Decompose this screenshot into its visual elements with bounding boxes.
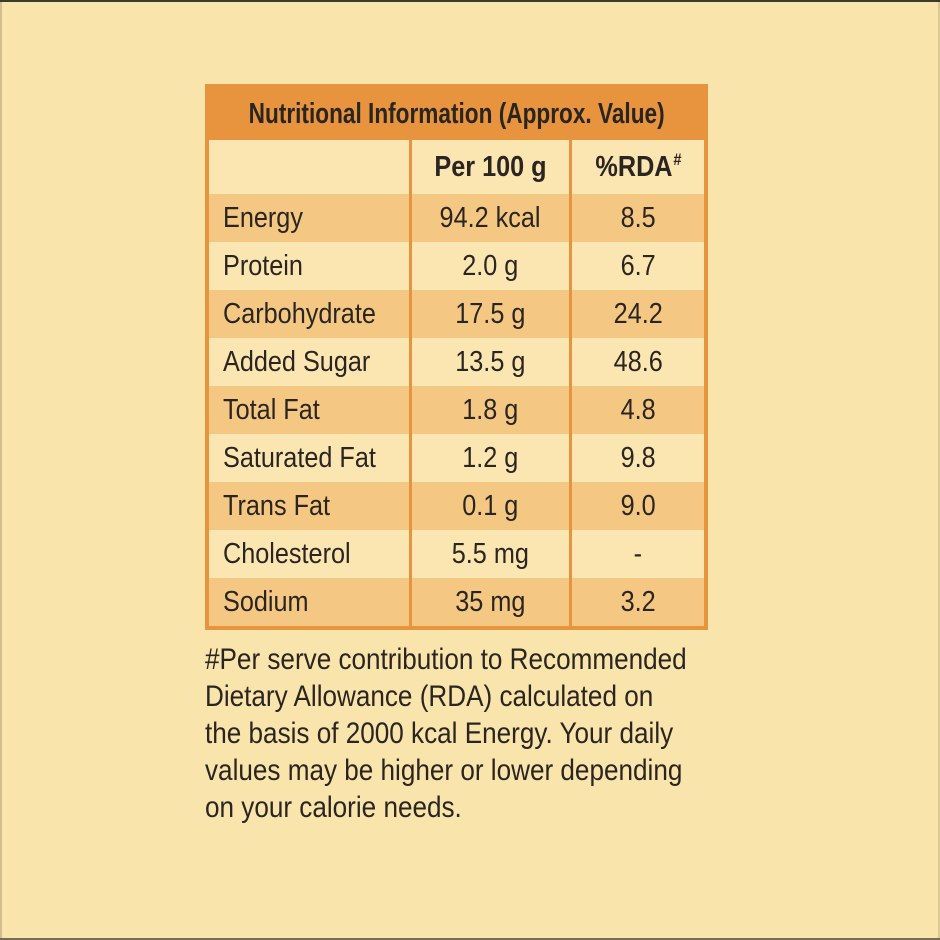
- table-row-sodium: Sodium 35 mg 3.2: [209, 578, 704, 626]
- per-100g-value: 35 mg: [455, 585, 526, 618]
- table-row-cholesterol: Cholesterol 5.5 mg -: [209, 530, 704, 578]
- footnote: #Per serve contribution to Recommended D…: [205, 641, 735, 826]
- table-row-energy: Energy 94.2 kcal 8.5: [209, 194, 704, 242]
- per-100g-value: 13.5 g: [455, 345, 526, 378]
- nutrient-name: Carbohydrate: [223, 297, 376, 330]
- column-header-rda: %RDA#: [569, 140, 704, 194]
- nutrient-name: Cholesterol: [223, 537, 351, 570]
- rda-footnote-marker: #: [672, 149, 682, 169]
- rda-value: 48.6: [613, 345, 663, 378]
- rda-value: 24.2: [613, 297, 663, 330]
- nutrient-name: Trans Fat: [223, 489, 331, 522]
- table-row-carbohydrate: Carbohydrate 17.5 g 24.2: [209, 290, 704, 338]
- nutrient-name: Energy: [223, 201, 303, 234]
- rda-value: 9.0: [620, 489, 656, 522]
- nutrient-name: Total Fat: [223, 393, 320, 426]
- per-100g-value: 94.2 kcal: [439, 201, 541, 234]
- nutrition-table: Nutritional Information (Approx. Value) …: [205, 84, 708, 630]
- per-100g-value: 2.0 g: [462, 249, 519, 282]
- footnote-line: Dietary Allowance (RDA) calculated on: [205, 680, 654, 713]
- per-100g-value: 1.8 g: [462, 393, 519, 426]
- nutrient-name: Sodium: [223, 585, 309, 618]
- rda-value: 6.7: [620, 249, 656, 282]
- table-title: Nutritional Information (Approx. Value): [248, 97, 665, 130]
- table-row-added-sugar: Added Sugar 13.5 g 48.6: [209, 338, 704, 386]
- footnote-line: the basis of 2000 kcal Energy. Your dail…: [205, 717, 674, 750]
- nutrient-name: Protein: [223, 249, 303, 282]
- per-100g-value: 1.2 g: [462, 441, 519, 474]
- table-row-protein: Protein 2.0 g 6.7: [209, 242, 704, 290]
- rda-value: 8.5: [620, 201, 656, 234]
- footnote-line: on your calorie needs.: [205, 791, 462, 824]
- rda-value: 9.8: [620, 441, 656, 474]
- nutrient-name: Saturated Fat: [223, 441, 376, 474]
- footnote-line: values may be higher or lower depending: [205, 754, 683, 787]
- column-header-per-100g: Per 100 g: [409, 140, 569, 194]
- column-header-nutrient: [209, 140, 409, 194]
- footnote-line: #Per serve contribution to Recommended: [205, 643, 687, 676]
- per-100g-value: 5.5 mg: [451, 537, 530, 570]
- table-row-saturated-fat: Saturated Fat 1.2 g 9.8: [209, 434, 704, 482]
- table-row-trans-fat: Trans Fat 0.1 g 9.0: [209, 482, 704, 530]
- rda-value: 4.8: [620, 393, 656, 426]
- rda-value: -: [633, 537, 643, 570]
- nutrient-name: Added Sugar: [223, 345, 371, 378]
- table-row-total-fat: Total Fat 1.8 g 4.8: [209, 386, 704, 434]
- per-100g-value: 17.5 g: [455, 297, 526, 330]
- table-header-row: Per 100 g %RDA#: [209, 140, 704, 194]
- per-100g-value: 0.1 g: [462, 489, 519, 522]
- table-title-band: Nutritional Information (Approx. Value): [209, 88, 704, 140]
- rda-value: 3.2: [620, 585, 656, 618]
